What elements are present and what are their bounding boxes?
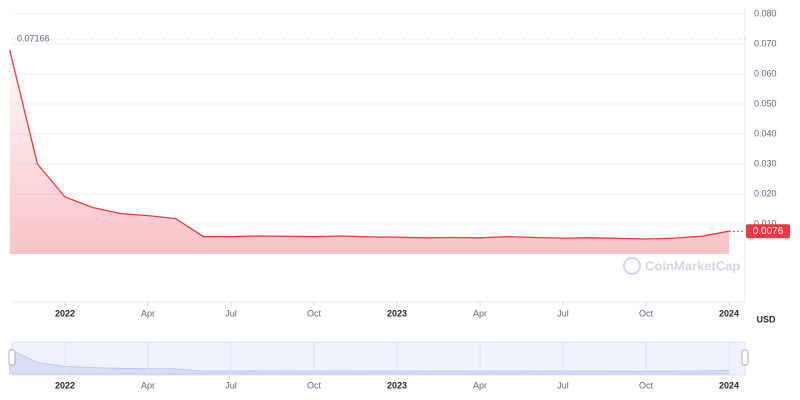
- navigator-tick-label: Oct: [639, 380, 654, 390]
- y-tick-label: 0.070: [754, 38, 777, 48]
- y-tick-label: 0.060: [754, 68, 777, 78]
- price-area: [9, 50, 730, 254]
- x-tick-label: Jul: [225, 308, 237, 318]
- x-tick-label: 2023: [387, 308, 407, 318]
- y-tick-label: 0.080: [754, 8, 777, 18]
- x-tick-label: Apr: [141, 308, 155, 318]
- y-tick-label: 0.010: [754, 218, 777, 228]
- y-tick-label: 0.040: [754, 128, 777, 138]
- y-tick-label: 0.030: [754, 158, 777, 168]
- price-line: [9, 49, 730, 240]
- navigator-handle[interactable]: [8, 349, 16, 366]
- x-tick-label: Jul: [557, 308, 569, 318]
- navigator-tick-label: 2024: [719, 380, 739, 390]
- y-tick-label: 0.050: [754, 98, 777, 108]
- watermark: CoinMarketCap: [623, 257, 740, 275]
- navigator-tick-label: Jul: [557, 380, 569, 390]
- navigator-tick-label: 2023: [387, 380, 407, 390]
- max-label: 0.07166: [17, 33, 50, 43]
- x-tick-label: Oct: [307, 308, 322, 318]
- x-tick-label: Oct: [639, 308, 654, 318]
- navigator-handle[interactable]: [741, 349, 749, 366]
- navigator-tick-label: Apr: [141, 380, 155, 390]
- navigator-tick-label: Jul: [225, 380, 237, 390]
- x-tick-label: 2022: [55, 308, 75, 318]
- currency-label: USD: [756, 314, 776, 324]
- x-tick-label: 2024: [719, 308, 739, 318]
- last-price-label: 0.0076: [753, 226, 784, 237]
- navigator-tick-label: Apr: [473, 380, 487, 390]
- y-tick-label: 0.020: [754, 188, 777, 198]
- watermark-text: CoinMarketCap: [645, 258, 740, 273]
- navigator-tick-label: 2022: [55, 380, 75, 390]
- navigator-area: [9, 348, 730, 375]
- last-price-badge: [746, 224, 790, 239]
- x-tick-label: Apr: [473, 308, 487, 318]
- navigator-tick-label: Oct: [307, 380, 322, 390]
